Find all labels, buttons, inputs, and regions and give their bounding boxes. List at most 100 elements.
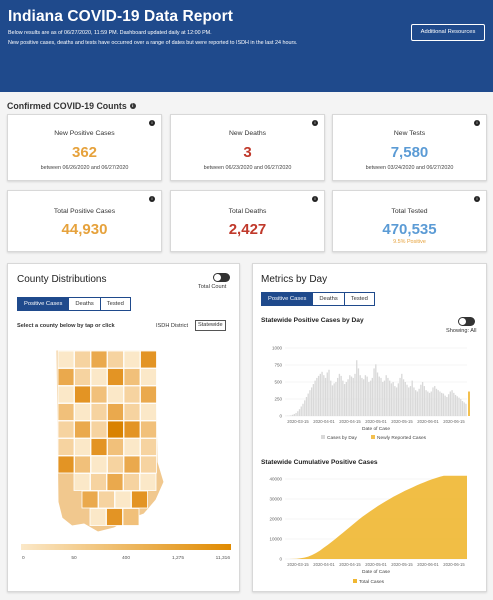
county-cell bbox=[74, 420, 91, 439]
info-icon[interactable]: i bbox=[312, 120, 318, 126]
county-cell bbox=[107, 455, 124, 474]
county-cell bbox=[123, 403, 141, 421]
bar bbox=[345, 382, 347, 416]
tab-positive-cases[interactable]: Positive Cases bbox=[18, 298, 70, 310]
county-cell bbox=[122, 508, 140, 526]
bar bbox=[439, 391, 441, 416]
y-tick-label: 20000 bbox=[269, 517, 282, 522]
showing-all-toggle[interactable] bbox=[458, 317, 475, 326]
county-cell bbox=[73, 473, 91, 491]
bar bbox=[406, 384, 408, 416]
bar bbox=[311, 387, 313, 416]
bar bbox=[361, 377, 363, 416]
legend-tick-label: 0 bbox=[22, 555, 25, 561]
bar bbox=[356, 360, 358, 416]
county-cell bbox=[140, 403, 157, 421]
metrics-by-day-panel: Metrics by Day Positive Cases Deaths Tes… bbox=[252, 263, 487, 592]
card-value: 44,930 bbox=[61, 221, 108, 238]
info-icon[interactable]: i bbox=[474, 120, 480, 126]
bar bbox=[441, 392, 443, 416]
district-select[interactable]: Statewide bbox=[195, 320, 226, 331]
cumulative-cases-chart[interactable]: 0 10000 20000 30000 40000 2020-03-15 2020-04-0… bbox=[253, 469, 488, 589]
bar bbox=[415, 390, 417, 416]
county-cell bbox=[57, 455, 75, 474]
county-cell bbox=[74, 455, 91, 474]
bar bbox=[402, 379, 405, 416]
info-icon[interactable]: i bbox=[149, 196, 155, 202]
positivity-rate: 9.5% Positive bbox=[393, 239, 426, 245]
county-cells bbox=[57, 350, 157, 526]
new-positive-cases-card: i New Positive Cases 362 between 06/26/2… bbox=[7, 114, 162, 181]
info-icon[interactable]: i bbox=[474, 196, 480, 202]
tab-tested[interactable]: Tested bbox=[344, 293, 374, 305]
bar bbox=[302, 403, 304, 416]
bar bbox=[392, 382, 394, 416]
tab-deaths[interactable]: Deaths bbox=[313, 293, 345, 305]
total-count-toggle[interactable] bbox=[213, 273, 230, 282]
bar bbox=[335, 382, 337, 416]
legend-label: Total Cases bbox=[359, 579, 385, 585]
bar bbox=[397, 383, 399, 416]
tab-positive-cases[interactable]: Positive Cases bbox=[262, 293, 314, 305]
x-tick-label: 2020-06-15 bbox=[443, 419, 465, 424]
county-cell bbox=[89, 508, 107, 526]
bar bbox=[418, 388, 420, 416]
bar bbox=[297, 411, 299, 416]
bar bbox=[375, 364, 377, 416]
bar bbox=[456, 396, 458, 416]
legend-swatch bbox=[353, 579, 357, 583]
bar bbox=[390, 383, 393, 416]
bar bbox=[357, 368, 360, 416]
bar bbox=[380, 377, 382, 416]
card-value: 7,580 bbox=[390, 144, 429, 161]
x-tick-label: 2020-06-15 bbox=[443, 562, 465, 567]
report-header: Indiana COVID-19 Data Report Below resul… bbox=[0, 0, 493, 92]
county-cell bbox=[90, 420, 108, 439]
daily-cases-chart[interactable]: 0 250 500 750 1000 2020-03-15 2020-04-01 2020-0… bbox=[253, 336, 488, 454]
bar bbox=[389, 380, 391, 416]
bar bbox=[376, 372, 379, 416]
indiana-county-map[interactable] bbox=[48, 342, 208, 540]
info-icon[interactable]: i bbox=[129, 103, 136, 109]
bar bbox=[305, 396, 308, 416]
x-axis-label: Date of Case bbox=[362, 426, 390, 432]
bar bbox=[352, 377, 354, 416]
bar bbox=[413, 387, 415, 416]
x-tick-label: 2020-05-15 bbox=[391, 419, 413, 424]
x-tick-label: 2020-06-01 bbox=[417, 562, 439, 567]
county-cell bbox=[57, 368, 75, 386]
county-instruction: Select a county below by tap or click bbox=[17, 323, 115, 329]
card-value: 470,535 bbox=[382, 221, 437, 238]
legend-tick-label: 400 bbox=[122, 555, 130, 561]
x-tick-label: 2020-05-15 bbox=[391, 562, 413, 567]
info-icon[interactable]: i bbox=[149, 120, 155, 126]
legend-swatch bbox=[371, 435, 375, 439]
tab-deaths[interactable]: Deaths bbox=[69, 298, 101, 310]
county-cell bbox=[74, 438, 91, 456]
tab-tested[interactable]: Tested bbox=[100, 298, 130, 310]
county-cell bbox=[74, 350, 91, 369]
card-value: 362 bbox=[71, 144, 98, 161]
county-cell bbox=[90, 368, 108, 386]
bar bbox=[290, 415, 292, 416]
bar bbox=[371, 377, 373, 416]
county-cell bbox=[74, 368, 91, 386]
results-as-of-text: Below results are as of 06/27/2020, 11:5… bbox=[8, 30, 212, 36]
legend-label: Newly Reported Cases bbox=[377, 435, 427, 441]
additional-resources-button[interactable]: Additional Resources bbox=[411, 24, 485, 41]
legend-tick-label: 1,275 bbox=[172, 555, 184, 561]
total-deaths-card: i Total Deaths 2,427 bbox=[170, 190, 325, 252]
county-cell bbox=[57, 403, 75, 421]
y-tick-label: 40000 bbox=[269, 477, 282, 482]
x-tick-label: 2020-04-01 bbox=[313, 419, 335, 424]
y-tick-label: 250 bbox=[274, 397, 282, 402]
bar bbox=[363, 379, 365, 416]
bar bbox=[309, 390, 311, 416]
info-icon[interactable]: i bbox=[312, 196, 318, 202]
county-cell bbox=[140, 385, 157, 404]
bar bbox=[298, 409, 301, 416]
bar bbox=[458, 397, 460, 416]
bar bbox=[342, 380, 344, 416]
bar bbox=[435, 388, 438, 416]
total-tested-card: i Total Tested 470,535 9.5% Positive bbox=[332, 190, 487, 252]
